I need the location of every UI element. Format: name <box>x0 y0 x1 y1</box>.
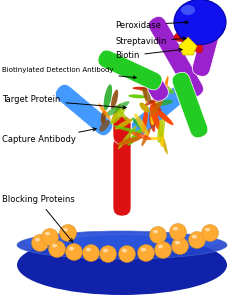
Ellipse shape <box>150 98 158 125</box>
Ellipse shape <box>183 28 201 46</box>
Ellipse shape <box>127 128 143 146</box>
Ellipse shape <box>118 125 137 149</box>
Ellipse shape <box>110 107 125 124</box>
Ellipse shape <box>69 247 74 250</box>
Ellipse shape <box>104 84 112 110</box>
Ellipse shape <box>173 227 178 230</box>
Ellipse shape <box>192 235 197 239</box>
Ellipse shape <box>140 85 169 91</box>
Ellipse shape <box>86 248 91 251</box>
Ellipse shape <box>17 235 227 295</box>
Text: Target Protein: Target Protein <box>2 95 126 109</box>
FancyBboxPatch shape <box>113 136 131 216</box>
Ellipse shape <box>105 101 129 116</box>
Ellipse shape <box>188 232 206 248</box>
FancyBboxPatch shape <box>147 79 169 101</box>
Ellipse shape <box>158 245 163 248</box>
Ellipse shape <box>99 245 117 262</box>
Ellipse shape <box>111 89 118 110</box>
Ellipse shape <box>45 232 50 236</box>
Ellipse shape <box>141 128 151 146</box>
Ellipse shape <box>35 238 40 242</box>
Ellipse shape <box>98 103 110 120</box>
Ellipse shape <box>24 233 220 251</box>
Ellipse shape <box>60 224 76 242</box>
Text: Streptavidin: Streptavidin <box>115 37 186 46</box>
Ellipse shape <box>41 229 59 245</box>
Ellipse shape <box>83 244 99 262</box>
Ellipse shape <box>174 32 192 42</box>
Text: Peroxidase: Peroxidase <box>115 20 188 29</box>
Ellipse shape <box>65 244 83 260</box>
Text: Biotinylated Detection Antibody: Biotinylated Detection Antibody <box>2 67 136 79</box>
Ellipse shape <box>155 82 174 94</box>
Ellipse shape <box>148 84 164 92</box>
Ellipse shape <box>192 32 210 42</box>
Ellipse shape <box>132 118 143 129</box>
Ellipse shape <box>143 87 151 103</box>
Ellipse shape <box>142 107 148 133</box>
Ellipse shape <box>139 103 150 113</box>
FancyBboxPatch shape <box>192 10 224 76</box>
Ellipse shape <box>158 125 168 154</box>
FancyBboxPatch shape <box>55 84 113 136</box>
Ellipse shape <box>122 249 127 253</box>
Ellipse shape <box>63 228 68 232</box>
Ellipse shape <box>149 100 163 117</box>
Ellipse shape <box>32 235 49 251</box>
Ellipse shape <box>145 137 164 140</box>
Text: Biotin: Biotin <box>115 48 182 61</box>
Ellipse shape <box>158 120 164 147</box>
Ellipse shape <box>205 228 210 232</box>
FancyBboxPatch shape <box>113 116 131 144</box>
Ellipse shape <box>119 245 135 262</box>
Ellipse shape <box>99 120 110 132</box>
Ellipse shape <box>137 244 155 262</box>
Ellipse shape <box>103 249 108 253</box>
FancyBboxPatch shape <box>148 16 204 98</box>
FancyBboxPatch shape <box>98 50 162 90</box>
Ellipse shape <box>17 231 227 259</box>
Ellipse shape <box>143 95 165 106</box>
Ellipse shape <box>181 5 195 15</box>
Ellipse shape <box>49 241 65 257</box>
Text: Blocking Proteins: Blocking Proteins <box>2 196 75 242</box>
FancyBboxPatch shape <box>131 84 189 136</box>
Ellipse shape <box>151 106 173 125</box>
Ellipse shape <box>190 21 203 38</box>
Ellipse shape <box>181 21 194 38</box>
Ellipse shape <box>52 244 57 248</box>
Ellipse shape <box>170 224 186 241</box>
Ellipse shape <box>144 88 147 103</box>
Ellipse shape <box>115 107 130 123</box>
Ellipse shape <box>155 100 173 106</box>
Text: Capture Antibody: Capture Antibody <box>2 128 96 145</box>
Ellipse shape <box>101 111 106 124</box>
Ellipse shape <box>175 241 180 244</box>
Ellipse shape <box>174 0 226 44</box>
Ellipse shape <box>132 87 149 90</box>
Ellipse shape <box>117 136 142 146</box>
Ellipse shape <box>155 242 172 259</box>
Ellipse shape <box>149 226 167 244</box>
FancyBboxPatch shape <box>172 72 208 138</box>
Ellipse shape <box>153 230 158 233</box>
Ellipse shape <box>115 119 133 130</box>
Ellipse shape <box>135 114 149 136</box>
Ellipse shape <box>149 115 155 132</box>
Polygon shape <box>179 37 197 55</box>
Ellipse shape <box>131 132 151 140</box>
Ellipse shape <box>149 100 161 111</box>
Ellipse shape <box>201 224 219 242</box>
Ellipse shape <box>172 238 188 254</box>
Ellipse shape <box>141 248 146 251</box>
Ellipse shape <box>150 104 160 130</box>
Ellipse shape <box>111 103 121 124</box>
Ellipse shape <box>162 76 169 99</box>
Ellipse shape <box>181 37 194 53</box>
Ellipse shape <box>113 125 141 134</box>
Ellipse shape <box>128 94 146 98</box>
Ellipse shape <box>157 117 165 143</box>
Ellipse shape <box>190 37 203 53</box>
